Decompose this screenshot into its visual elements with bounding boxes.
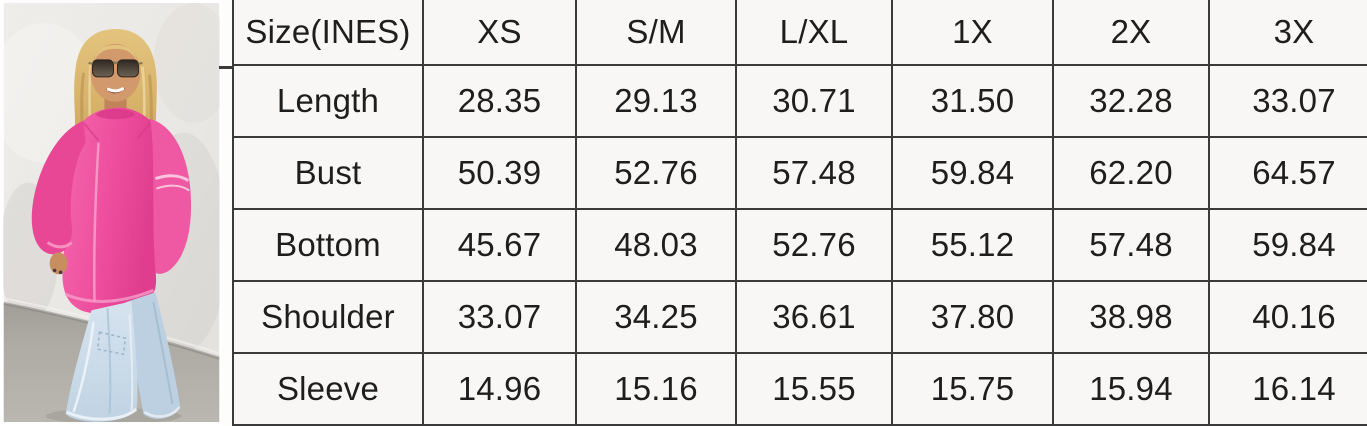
size-cell: 30.71 xyxy=(735,64,893,138)
size-table: Size(INES) XS S/M L/XL 1X 2X 3X Length 28.35 29.… xyxy=(232,0,1367,426)
product-photo xyxy=(0,0,222,426)
size-cell: 57.48 xyxy=(1052,208,1210,282)
size-cell: 59.84 xyxy=(1208,208,1367,282)
hoodie-right-sleeve xyxy=(145,118,192,274)
size-cell: 57.48 xyxy=(735,136,893,210)
size-cell: 14.96 xyxy=(422,352,577,426)
size-table-header-row: Size(INES) XS S/M L/XL 1X 2X 3X xyxy=(232,0,1367,66)
size-cell: 55.12 xyxy=(891,208,1054,282)
hoodie-body xyxy=(62,107,157,314)
row-label: Sleeve xyxy=(232,352,424,426)
size-cell: 33.07 xyxy=(1208,64,1367,138)
size-cell: 64.57 xyxy=(1208,136,1367,210)
size-cell: 32.28 xyxy=(1052,64,1210,138)
size-cell: 15.16 xyxy=(575,352,737,426)
size-table-body: Length 28.35 29.13 30.71 31.50 32.28 33.07 Bust… xyxy=(232,64,1367,426)
size-column-header: L/XL xyxy=(735,0,893,66)
row-label: Shoulder xyxy=(232,280,424,354)
size-cell: 31.50 xyxy=(891,64,1054,138)
table-row: Shoulder 33.07 34.25 36.61 37.80 38.98 40.16 xyxy=(232,280,1367,354)
size-cell: 36.61 xyxy=(735,280,893,354)
size-cell: 15.55 xyxy=(735,352,893,426)
table-row: Length 28.35 29.13 30.71 31.50 32.28 33.07 xyxy=(232,64,1367,138)
size-cell: 28.35 xyxy=(422,64,577,138)
size-cell: 34.25 xyxy=(575,280,737,354)
size-column-header: 2X xyxy=(1052,0,1210,66)
table-row: Sleeve 14.96 15.16 15.55 15.75 15.94 16.14 xyxy=(232,352,1367,426)
model-face xyxy=(90,43,141,102)
row-label: Bottom xyxy=(232,208,424,282)
table-row: Bust 50.39 52.76 57.48 59.84 62.20 64.57 xyxy=(232,136,1367,210)
size-cell: 45.67 xyxy=(422,208,577,282)
size-cell: 15.75 xyxy=(891,352,1054,426)
size-column-header: XS xyxy=(422,0,577,66)
size-cell: 50.39 xyxy=(422,136,577,210)
size-cell: 29.13 xyxy=(575,64,737,138)
size-cell: 52.76 xyxy=(575,136,737,210)
model-smile xyxy=(105,87,126,94)
sunglasses-icon xyxy=(88,59,143,78)
size-cell: 33.07 xyxy=(422,280,577,354)
size-cell: 59.84 xyxy=(891,136,1054,210)
header-underline-tick xyxy=(219,66,234,69)
size-cell: 16.14 xyxy=(1208,352,1367,426)
model-left-hand xyxy=(49,252,68,275)
hoodie-left-sleeve xyxy=(31,120,86,255)
jeans xyxy=(65,292,181,422)
size-table-grid: Size(INES) XS S/M L/XL 1X 2X 3X Length 28.35 29.… xyxy=(232,0,1367,426)
size-cell: 48.03 xyxy=(575,208,737,282)
size-cell: 38.98 xyxy=(1052,280,1210,354)
size-cell: 15.94 xyxy=(1052,352,1210,426)
size-column-header: 1X xyxy=(891,0,1054,66)
size-column-header: S/M xyxy=(575,0,737,66)
size-cell: 62.20 xyxy=(1052,136,1210,210)
row-label: Length xyxy=(232,64,424,138)
size-unit-header: Size(INES) xyxy=(232,0,424,66)
table-row: Bottom 45.67 48.03 52.76 55.12 57.48 59.84 xyxy=(232,208,1367,282)
size-cell: 52.76 xyxy=(735,208,893,282)
size-cell: 37.80 xyxy=(891,280,1054,354)
size-cell: 40.16 xyxy=(1208,280,1367,354)
row-label: Bust xyxy=(232,136,424,210)
model-photo-illustration xyxy=(3,3,220,422)
size-column-header: 3X xyxy=(1208,0,1367,66)
